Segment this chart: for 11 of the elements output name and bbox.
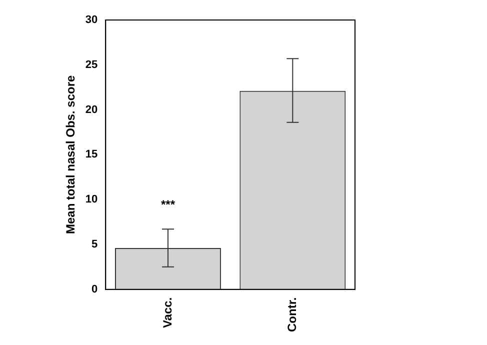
y-tick-label: 10 (85, 194, 98, 206)
y-tick-label: 20 (85, 104, 98, 116)
annotation: *** (160, 197, 176, 212)
y-tick-label: 15 (85, 148, 98, 161)
x-tick-label: Vacc. (160, 297, 174, 328)
x-tick-label: Contr. (284, 297, 299, 332)
y-axis-title: Mean total nasal Obs. score (64, 74, 78, 234)
y-tick-label: 5 (92, 238, 98, 250)
y-tick-label: 25 (85, 58, 98, 71)
y-tick-label: 30 (85, 14, 98, 26)
y-tick-label: 0 (92, 283, 98, 296)
